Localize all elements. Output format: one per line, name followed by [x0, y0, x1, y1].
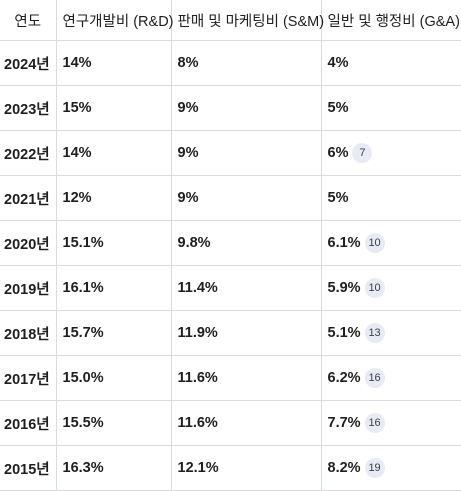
table-body: 2024년 14% 8% 4% 2023년 15% 9% 5% 2022년 14% 9% 6% 7 202… [0, 40, 461, 491]
gna-value: 6.1% [327, 234, 361, 251]
gna-value: 5% [327, 100, 349, 116]
citation-badge[interactable]: 10 [364, 233, 385, 253]
table-row: 2018년 15.7% 11.9% 5.1% 13 [0, 310, 461, 356]
snm-cell: 8% [171, 40, 322, 86]
year-cell: 2022년 [0, 130, 57, 176]
citation-badge[interactable]: 19 [364, 458, 385, 478]
citation-badge[interactable]: 13 [364, 323, 385, 343]
gna-value: 5.1% [327, 324, 361, 341]
table-row: 2015년 16.3% 12.1% 8.2% 19 [0, 445, 461, 491]
gna-cell: 5% [321, 85, 461, 131]
snm-cell: 11.6% [171, 355, 322, 401]
gna-value: 4% [327, 55, 349, 71]
gna-cell: 5% [321, 175, 461, 221]
rnd-cell: 16.3% [56, 445, 172, 491]
table-row: 2023년 15% 9% 5% [0, 85, 461, 131]
rnd-cell: 15.0% [56, 355, 172, 401]
snm-cell: 9% [171, 85, 322, 131]
gna-cell: 7.7% 16 [321, 400, 461, 446]
rnd-cell: 15.1% [56, 220, 172, 266]
table-row: 2022년 14% 9% 6% 7 [0, 130, 461, 176]
year-cell: 2023년 [0, 85, 57, 131]
gna-value: 5% [327, 190, 349, 206]
year-cell: 2017년 [0, 355, 57, 401]
gna-value: 6% [327, 144, 349, 161]
gna-value: 5.9% [327, 279, 361, 296]
snm-cell: 11.4% [171, 265, 322, 311]
gna-cell: 4% [321, 40, 461, 86]
citation-badge[interactable]: 7 [352, 143, 373, 163]
citation-badge[interactable]: 16 [364, 413, 385, 433]
citation-badge[interactable]: 16 [364, 368, 385, 388]
table-row: 2021년 12% 9% 5% [0, 175, 461, 221]
rnd-cell: 15% [56, 85, 172, 131]
table-row: 2016년 15.5% 11.6% 7.7% 16 [0, 400, 461, 446]
rnd-cell: 12% [56, 175, 172, 221]
year-cell: 2016년 [0, 400, 57, 446]
gna-cell: 6% 7 [321, 130, 461, 176]
rnd-cell: 15.7% [56, 310, 172, 356]
table-header-row: 연도 연구개발비 (R&D) 판매 및 마케팅비 (S&M) 일반 및 행정비 … [0, 0, 461, 41]
snm-cell: 12.1% [171, 445, 322, 491]
year-cell: 2015년 [0, 445, 57, 491]
year-cell: 2018년 [0, 310, 57, 356]
gna-cell: 6.1% 10 [321, 220, 461, 266]
snm-cell: 9% [171, 130, 322, 176]
year-cell: 2020년 [0, 220, 57, 266]
gna-cell: 8.2% 19 [321, 445, 461, 491]
citation-badge[interactable]: 10 [364, 278, 385, 298]
year-cell: 2024년 [0, 40, 57, 86]
snm-cell: 11.9% [171, 310, 322, 356]
table-row: 2020년 15.1% 9.8% 6.1% 10 [0, 220, 461, 266]
rnd-cell: 16.1% [56, 265, 172, 311]
year-cell: 2019년 [0, 265, 57, 311]
table-row: 2019년 16.1% 11.4% 5.9% 10 [0, 265, 461, 311]
column-header-year: 연도 [0, 0, 57, 41]
gna-cell: 6.2% 16 [321, 355, 461, 401]
gna-cell: 5.1% 13 [321, 310, 461, 356]
table-row: 2017년 15.0% 11.6% 6.2% 16 [0, 355, 461, 401]
column-header-snm: 판매 및 마케팅비 (S&M) [171, 0, 324, 41]
rnd-cell: 14% [56, 40, 172, 86]
gna-value: 8.2% [327, 459, 361, 476]
column-header-rnd: 연구개발비 (R&D) [56, 0, 174, 41]
snm-cell: 9.8% [171, 220, 322, 266]
snm-cell: 11.6% [171, 400, 322, 446]
column-header-gna: 일반 및 행정비 (G&A) [321, 0, 461, 41]
year-cell: 2021년 [0, 175, 57, 221]
rnd-cell: 14% [56, 130, 172, 176]
rnd-cell: 15.5% [56, 400, 172, 446]
gna-value: 7.7% [327, 414, 361, 431]
gna-cell: 5.9% 10 [321, 265, 461, 311]
snm-cell: 9% [171, 175, 322, 221]
gna-value: 6.2% [327, 369, 361, 386]
table-row: 2024년 14% 8% 4% [0, 40, 461, 86]
